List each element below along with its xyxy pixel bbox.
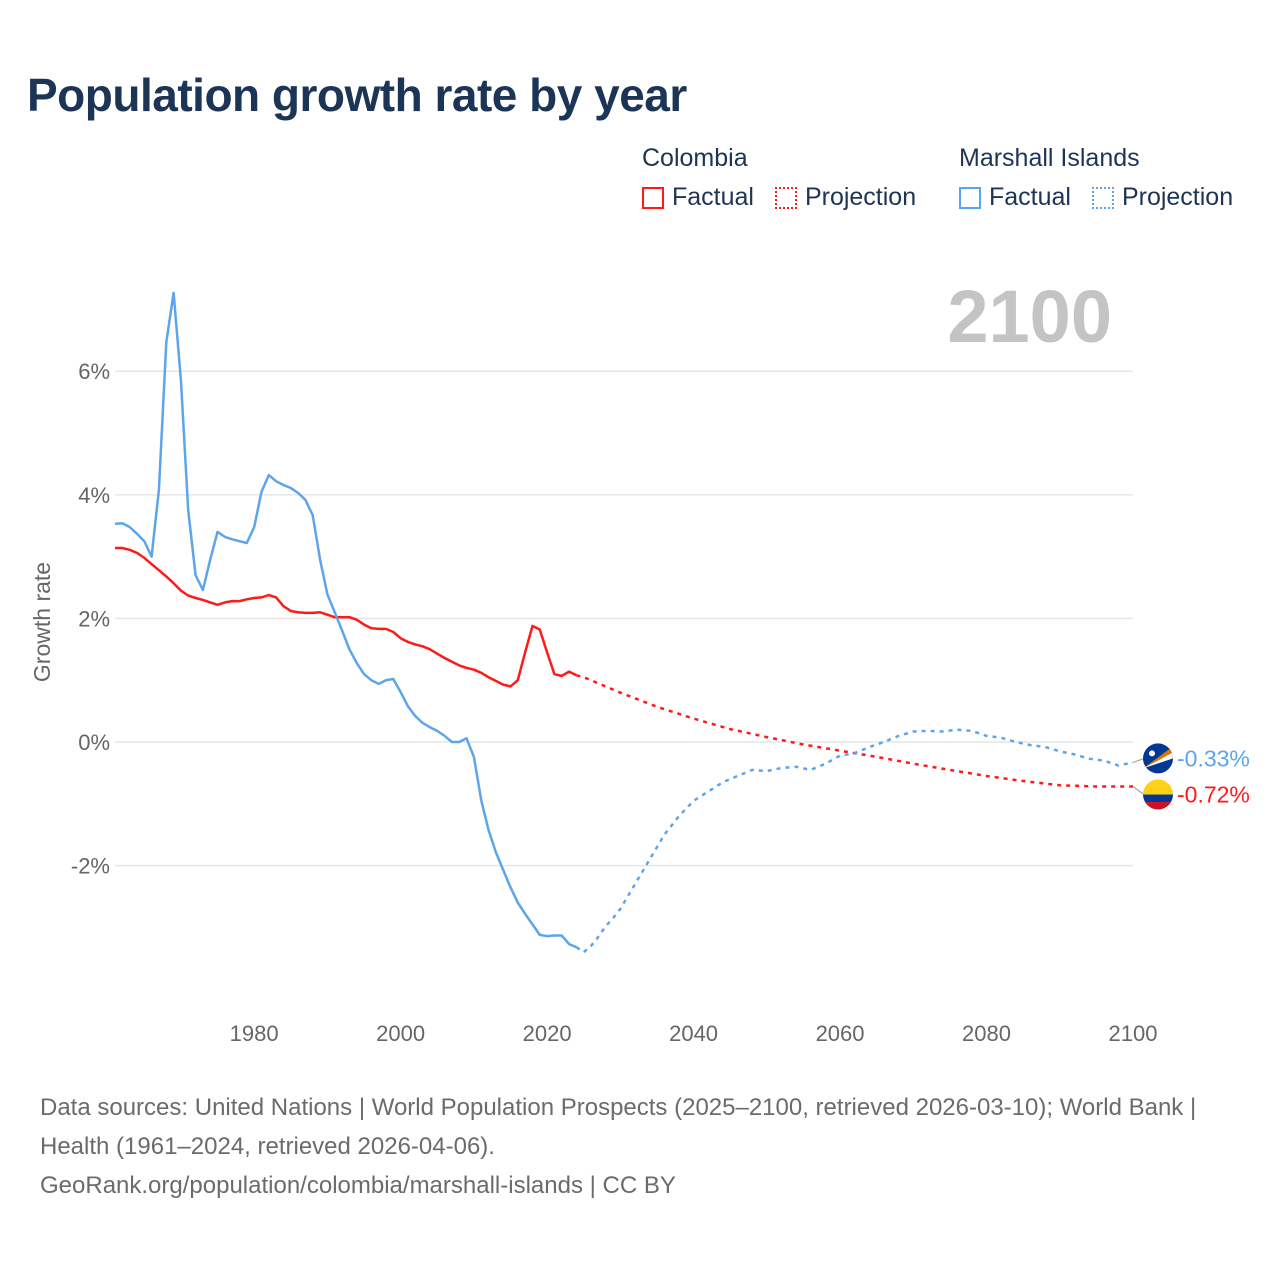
legend-label: Factual [672,183,754,211]
x-tick-label: 2080 [962,1021,1011,1046]
legend-group-name: Colombia [642,144,748,172]
series-line-factual[interactable] [115,546,577,688]
x-tick-label: 2100 [1109,1021,1158,1046]
end-value-label: -0.33% [1177,745,1250,771]
legend-swatch-solid [642,186,664,209]
y-tick-label: 4% [78,483,110,508]
legend-group-name: Marshall Islands [959,144,1140,172]
leader-line [1132,757,1145,763]
y-tick-label: 6% [78,359,110,384]
legend-marshall-islands: Marshall Islands Factual Projection [959,144,1233,216]
y-axis-label: Growth rate [29,562,55,682]
legend-item-marshall-factual[interactable]: Factual [959,183,1071,212]
series-line-projection[interactable] [576,674,1133,788]
chart-title: Population growth rate by year [27,69,687,121]
year-watermark: 2100 [947,275,1112,358]
legend-item-marshall-projection[interactable]: Projection [1091,183,1234,212]
y-tick-label: 0% [78,730,110,755]
legend-label: Projection [1121,183,1234,211]
y-tick-label: -2% [71,854,110,879]
x-tick-label: 2000 [376,1021,425,1046]
chart-plot: -2%0%2%4%6%1980 2000 2020 2040 2060 2080 2100 … [29,275,1250,1046]
x-tick-label: 2040 [669,1021,718,1046]
flag-colombia-icon [1143,779,1173,810]
legend-colombia: Colombia Factual Projection [642,144,930,216]
legend-swatch-dotted [1091,186,1114,209]
legend-label: Projection [804,183,917,211]
y-tick-label: 2% [78,606,110,631]
legend-item-colombia-factual[interactable]: Factual [642,183,754,212]
legend-label: Factual [989,183,1071,211]
leader-line [1132,786,1145,795]
legend-item-colombia-projection[interactable]: Projection [774,183,917,212]
legend-swatch-dotted [774,186,797,209]
end-value-label: -0.72% [1177,782,1250,808]
series-line-factual[interactable] [114,291,577,949]
flag-marshall-islands-icon [1143,743,1173,774]
legend-swatch-solid [959,186,981,209]
x-tick-label: 1980 [230,1021,279,1046]
x-tick-label: 2020 [523,1021,572,1046]
footer: Data sources: United Nations | World Pop… [40,1088,1240,1205]
data-sources: Data sources: United Nations | World Pop… [40,1094,1197,1160]
x-tick-label: 2060 [816,1021,865,1046]
series-line-projection[interactable] [575,728,1134,954]
credit-link[interactable]: GeoRank.org/population/colombia/marshall… [40,1172,676,1199]
